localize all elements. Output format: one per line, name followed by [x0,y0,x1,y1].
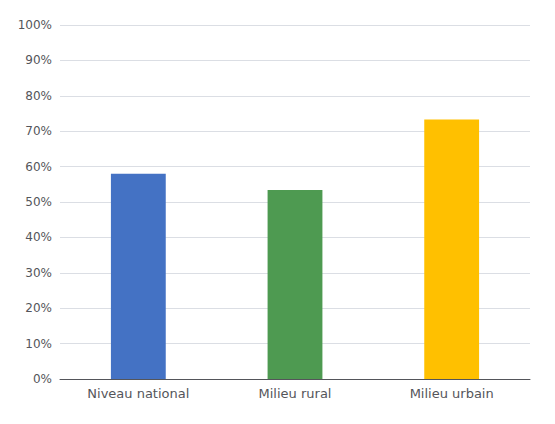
svg-text:Milieu rural: Milieu rural [259,386,332,401]
svg-text:100%: 100% [18,18,52,32]
svg-text:60%: 60% [25,160,52,174]
svg-text:20%: 20% [25,301,52,315]
svg-text:10%: 10% [25,337,52,351]
svg-text:0%: 0% [33,372,52,386]
svg-text:Niveau national: Niveau national [87,386,189,401]
svg-text:30%: 30% [25,266,52,280]
svg-text:40%: 40% [25,230,52,244]
svg-text:80%: 80% [25,89,52,103]
svg-text:Milieu urbain: Milieu urbain [410,386,494,401]
svg-text:90%: 90% [25,53,52,67]
svg-text:50%: 50% [25,195,52,209]
svg-text:70%: 70% [25,124,52,138]
